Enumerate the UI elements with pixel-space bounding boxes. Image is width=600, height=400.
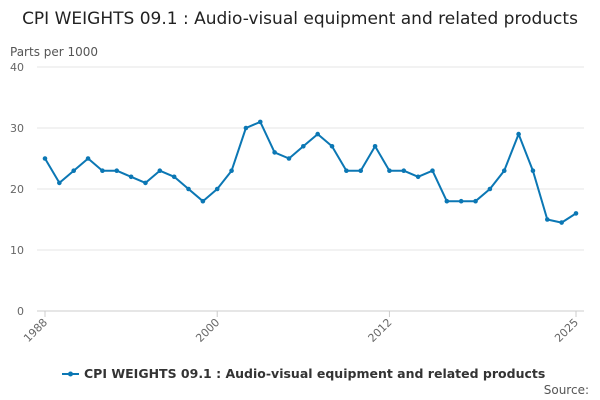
x-tick-label-1988: 1988 — [21, 316, 50, 345]
data-point-2018[interactable] — [473, 198, 478, 204]
data-point-2010[interactable] — [358, 168, 364, 173]
y-tick-label-40: 40 — [10, 61, 24, 74]
y-tick-label-20: 20 — [10, 183, 24, 196]
data-point-2016[interactable] — [444, 198, 450, 204]
y-tick-label-30: 30 — [10, 122, 24, 135]
data-point-2020[interactable] — [501, 168, 507, 173]
y-axis-ticks: 0 10 20 30 40 — [10, 61, 24, 318]
legend[interactable]: CPI WEIGHTS 09.1 : Audio-visual equipmen… — [62, 366, 545, 381]
data-point-1990[interactable] — [71, 168, 77, 173]
data-point-2001[interactable] — [229, 168, 234, 173]
x-axis-ticks: 1988 2000 2012 2025 — [21, 316, 581, 345]
y-axis-label: Parts per 1000 — [10, 45, 98, 59]
data-point-2019[interactable] — [487, 186, 493, 192]
data-point-1998[interactable] — [186, 186, 191, 192]
x-tick-label-2000: 2000 — [193, 316, 222, 345]
data-point-2014[interactable] — [415, 174, 421, 180]
data-point-1991[interactable] — [85, 156, 91, 161]
data-point-2021[interactable] — [516, 131, 521, 137]
data-point-1993[interactable] — [114, 168, 120, 173]
data-point-1997[interactable] — [171, 174, 177, 180]
data-point-1995[interactable] — [143, 180, 148, 186]
x-tick-label-2025: 2025 — [552, 316, 581, 345]
data-point-2012[interactable] — [387, 168, 392, 173]
data-point-2009[interactable] — [344, 168, 349, 173]
series-line — [44, 120, 577, 224]
data-point-2011[interactable] — [372, 144, 378, 149]
legend-point-marker — [68, 371, 73, 377]
chart-title: CPI WEIGHTS 09.1 : Audio-visual equipmen… — [22, 9, 578, 29]
data-point-2000[interactable] — [214, 186, 220, 192]
source-label: Source: — [544, 383, 589, 397]
data-point-2003[interactable] — [257, 119, 263, 125]
series-group — [42, 119, 579, 225]
data-point-2024[interactable] — [559, 220, 564, 225]
data-point-1988[interactable] — [42, 156, 48, 161]
x-tick-label-2012: 2012 — [366, 316, 395, 345]
data-point-2013[interactable] — [401, 168, 407, 173]
y-tick-label-10: 10 — [10, 244, 24, 257]
y-tick-label-0: 0 — [17, 305, 24, 318]
data-point-1994[interactable] — [128, 174, 134, 180]
data-point-2007[interactable] — [315, 131, 320, 137]
legend-series-label[interactable]: CPI WEIGHTS 09.1 : Audio-visual equipmen… — [84, 366, 545, 381]
data-point-1996[interactable] — [157, 168, 163, 173]
data-point-2005[interactable] — [286, 156, 292, 161]
data-point-2015[interactable] — [430, 168, 435, 173]
data-point-1992[interactable] — [100, 168, 105, 173]
x-axis — [44, 311, 577, 317]
data-point-2025[interactable] — [573, 211, 579, 216]
data-point-1989[interactable] — [57, 180, 62, 186]
data-point-2008[interactable] — [329, 144, 335, 149]
data-point-1999[interactable] — [200, 198, 206, 204]
data-point-2017[interactable] — [458, 198, 464, 204]
gridlines — [37, 66, 584, 312]
data-point-2023[interactable] — [544, 217, 550, 222]
data-point-2006[interactable] — [301, 144, 306, 149]
data-point-2004[interactable] — [272, 150, 277, 155]
data-point-2002[interactable] — [243, 125, 249, 131]
data-point-2022[interactable] — [530, 168, 536, 173]
